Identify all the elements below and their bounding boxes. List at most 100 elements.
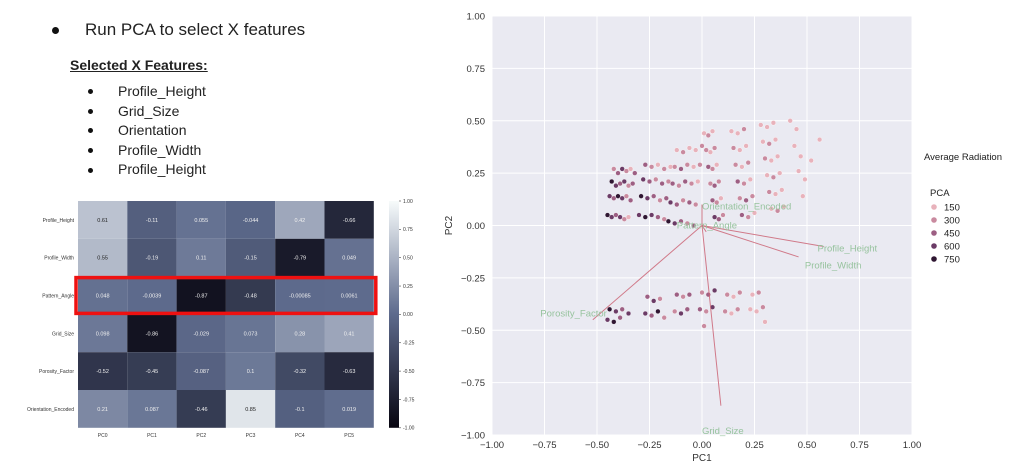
scatter-point (630, 181, 636, 187)
scatter-point (646, 178, 653, 185)
scatter-point (722, 308, 728, 314)
legend-label: 150 (944, 203, 960, 214)
heatmap-cell-label: -0.15 (244, 256, 257, 262)
scatter-point (607, 193, 613, 199)
heatmap-cell-label: 0.0061 (341, 294, 358, 300)
heatmap-cell-label: 0.087 (145, 407, 159, 413)
scatter-point (649, 164, 655, 170)
legend-marker (931, 230, 937, 236)
scatter-point (728, 128, 735, 134)
heatmap-cell (324, 238, 374, 277)
heatmap-cell (176, 201, 226, 239)
scatter-point (758, 122, 764, 128)
scatter-point (665, 218, 672, 224)
scatter-point (678, 166, 684, 172)
heatmap-col-label: PC1 (147, 433, 157, 439)
scatter-point (743, 143, 749, 149)
scatter-point (730, 145, 737, 151)
scatter-point (651, 298, 657, 304)
scatter-point (672, 308, 678, 314)
scatter-point (665, 178, 672, 185)
loading-label: Porosity_Factor (540, 308, 607, 319)
heatmap-cell-label: 0.28 (294, 331, 305, 337)
scatter-point (611, 195, 617, 201)
loading-arrow (592, 225, 703, 321)
scatter-point (617, 315, 623, 321)
scatter-point (661, 216, 667, 222)
x-tick-label: 0.25 (745, 440, 764, 451)
scatter-point (617, 214, 623, 220)
scatter-point (779, 187, 785, 193)
heatmap-cell-label: -0.0039 (143, 294, 162, 300)
heatmap-cell-label: 0.55 (97, 256, 108, 262)
heatmap-cell (275, 238, 325, 277)
y-tick-label: 1.00 (467, 12, 486, 23)
scatter-point (777, 170, 783, 176)
scatter-point (625, 310, 632, 317)
scatter-point (644, 195, 651, 201)
bullet-icon (52, 26, 59, 34)
scatter-point (604, 317, 611, 323)
scatter-point (756, 289, 762, 296)
heatmap-cell-label: -0.029 (193, 331, 209, 337)
colorbar-tick-label: 0.00 (403, 312, 413, 318)
scatter-point (808, 157, 814, 164)
scatter-point (754, 308, 760, 314)
scatter-point (745, 160, 751, 166)
heatmap-cell-label: 0.85 (245, 407, 256, 413)
heatmap-col-label: PC2 (196, 433, 206, 439)
feature-item: Profile_Height (88, 160, 206, 180)
scatter-point (766, 189, 772, 195)
scatter-point (619, 195, 625, 201)
pca-loadings-heatmap: Profile_Height 0.61 -0.11 0.055 -0.044 0.42 -0… (27, 199, 415, 439)
heatmap-cell-label: 0.42 (294, 218, 305, 224)
heatmap-cell-label: -0.19 (146, 256, 159, 262)
legend-title: Average Radiation (924, 152, 1002, 163)
scatter-point (655, 214, 661, 220)
colorbar-tick-label: -0.75 (403, 397, 415, 403)
scatter-point (657, 197, 663, 203)
scatter-point (609, 178, 615, 185)
scatter-point (661, 315, 667, 321)
scatter-point (712, 183, 718, 189)
feature-item: Orientation (88, 121, 206, 141)
scatter-point (644, 294, 651, 300)
scatter-point (682, 178, 688, 185)
scatter-point (766, 141, 772, 147)
scatter-point (751, 210, 758, 216)
scatter-point (796, 168, 802, 174)
bullet-icon (88, 89, 93, 95)
heatmap-cell (78, 352, 128, 390)
scatter-point (735, 306, 741, 312)
heatmap-cell (225, 201, 276, 239)
scatter-point (649, 212, 655, 218)
selected-features-title: Selected X Features: (70, 57, 208, 73)
heatmap-cell (176, 276, 226, 315)
scatter-point (686, 199, 693, 206)
scatter-point (604, 212, 611, 218)
scatter-point (674, 147, 680, 153)
scatter-point (739, 164, 745, 170)
scatter-point (817, 137, 823, 143)
heatmap-cell (324, 314, 374, 353)
y-tick-label: −0.50 (461, 326, 485, 337)
scatter-point (772, 137, 779, 143)
heatmap-cell (127, 314, 177, 353)
scatter-point (716, 178, 722, 185)
scatter-point (653, 176, 659, 183)
heatmap-cell-label: -0.45 (146, 369, 159, 375)
scatter-point (661, 166, 667, 172)
heatmap-cell-label: -0.46 (195, 407, 208, 413)
scatter-point (655, 308, 661, 314)
scatter-point (747, 176, 753, 183)
colorbar-tick-label: -0.50 (403, 369, 415, 375)
scatter-point (716, 216, 722, 222)
scatter-point (739, 212, 745, 218)
scatter-point (615, 193, 621, 199)
heatmap-cell-label: -0.52 (96, 369, 109, 375)
legend-marker (931, 243, 937, 249)
loading-label: Profile_Height (818, 244, 878, 255)
scatter-point (718, 195, 724, 201)
scatter-point (670, 181, 676, 187)
heatmap-cell (127, 352, 177, 390)
